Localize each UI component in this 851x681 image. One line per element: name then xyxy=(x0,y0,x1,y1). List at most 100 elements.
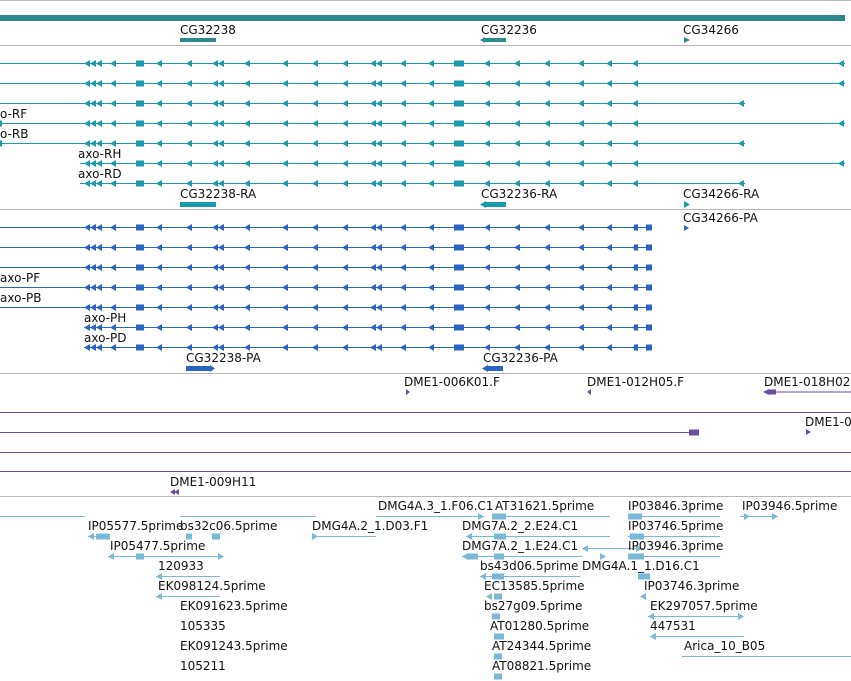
est-label[interactable]: AT31621.5prime xyxy=(495,499,594,513)
intron-arrow xyxy=(90,180,96,187)
est-label[interactable]: EK098124.5prime xyxy=(158,579,266,593)
intron-arrow xyxy=(484,264,490,271)
protein-transcript-label[interactable]: axo-PD xyxy=(84,331,126,345)
est-label[interactable]: Arica_10_B05 xyxy=(684,639,765,653)
est-label[interactable]: DMG4A.3_1.F06.C1 xyxy=(378,499,493,513)
protein-transcript-row[interactable] xyxy=(0,264,652,271)
mrna-label-cg34266-ra[interactable]: CG34266-RA xyxy=(683,187,760,201)
mrna-label-cg32238-ra[interactable]: CG32238-RA xyxy=(180,187,257,201)
est-label[interactable]: IP05477.5prime xyxy=(110,539,205,553)
protein-label-cg32236-pa[interactable]: CG32236-PA xyxy=(483,351,559,365)
intron-arrow xyxy=(156,324,162,331)
intron-arrow xyxy=(428,344,434,351)
intron-arrow xyxy=(312,304,318,311)
clone-label[interactable]: DME1-0 xyxy=(805,415,851,429)
protein-bar-cg32236-pa[interactable] xyxy=(487,366,503,371)
est-label[interactable]: bs32c06.5prime xyxy=(180,519,277,533)
protein-label-cg32238-pa[interactable]: CG32238-PA xyxy=(186,351,262,365)
mrna-transcript-label[interactable]: axo-RD xyxy=(78,167,122,181)
est-label[interactable]: IP03946.3prime xyxy=(628,539,723,553)
protein-transcript-row[interactable] xyxy=(84,344,652,351)
intron-arrow xyxy=(514,140,520,147)
mrna-transcript-label[interactable]: o-RF xyxy=(0,107,27,121)
gene-bar-cg32236[interactable] xyxy=(484,38,506,42)
intron-arrow xyxy=(244,304,250,311)
clone-arrow xyxy=(406,389,410,395)
est-label[interactable]: IP03946.5prime xyxy=(742,499,837,513)
gene-label-cg32236[interactable]: CG32236 xyxy=(481,23,537,37)
intron-arrow xyxy=(544,140,550,147)
protein-transcript-row[interactable] xyxy=(0,284,652,291)
protein-transcript-row[interactable] xyxy=(0,224,652,231)
exon-block xyxy=(454,264,464,271)
mrna-transcript-row[interactable] xyxy=(80,180,745,187)
mrna-label-cg32236-ra[interactable]: CG32236-RA xyxy=(481,187,558,201)
est-label[interactable]: DMG7A.2_1.E24.C1 xyxy=(462,539,578,553)
est-arrow xyxy=(156,593,162,600)
est-arrow xyxy=(738,613,744,620)
est-label[interactable]: EK297057.5prime xyxy=(650,599,758,613)
mrna-transcript-row[interactable] xyxy=(0,60,845,67)
est-label[interactable]: EC13585.5prime xyxy=(484,579,585,593)
protein-transcript-label[interactable]: axo-PB xyxy=(0,291,41,305)
est-label[interactable]: EK091243.5prime xyxy=(180,639,288,653)
mrna-label-cg34266-pa[interactable]: CG34266-PA xyxy=(683,211,759,225)
intron-arrow xyxy=(376,224,382,231)
gene-bar-cg32238[interactable] xyxy=(180,38,216,42)
est-label[interactable]: AT08821.5prime xyxy=(492,659,591,673)
intron-arrow xyxy=(428,140,434,147)
clone-label[interactable]: DME1-012H05.F xyxy=(587,375,684,389)
intron-arrow xyxy=(632,140,638,147)
protein-transcript-row[interactable] xyxy=(84,324,652,331)
protein-transcript-row[interactable] xyxy=(0,244,652,251)
intron-arrow xyxy=(370,304,376,311)
intron-arrow xyxy=(370,80,376,87)
gene-label-cg34266[interactable]: CG34266 xyxy=(683,23,739,37)
gene-bar-axo[interactable] xyxy=(0,15,845,21)
est-label[interactable]: AT24344.5prime xyxy=(492,639,591,653)
intron-arrow xyxy=(632,80,638,87)
est-label[interactable]: AT01280.5prime xyxy=(490,619,589,633)
protein-transcript-row[interactable] xyxy=(0,304,652,311)
mrna-transcript-label[interactable]: axo-RH xyxy=(78,147,121,161)
intron-arrow xyxy=(428,304,434,311)
est-label[interactable]: 120933 xyxy=(158,559,204,573)
mrna-transcript-row[interactable] xyxy=(0,80,845,87)
est-label[interactable]: DMG4A.2_1.D03.F1 xyxy=(312,519,428,533)
gene-label-cg32238[interactable]: CG32238 xyxy=(180,23,236,37)
est-label[interactable]: bs27g09.5prime xyxy=(484,599,582,613)
mrna-transcript-row[interactable] xyxy=(0,120,845,127)
intron-arrow xyxy=(96,224,102,231)
intron-arrow xyxy=(186,100,192,107)
intron-arrow xyxy=(514,284,520,291)
est-label[interactable]: IP03846.3prime xyxy=(628,499,723,513)
intron-arrow xyxy=(606,100,612,107)
est-label[interactable]: 105211 xyxy=(180,659,226,673)
mrna-transcript-row[interactable] xyxy=(0,140,745,147)
est-label[interactable]: IP03746.3prime xyxy=(644,579,739,593)
exon-block xyxy=(628,553,644,560)
mrna-transcript-label[interactable]: o-RB xyxy=(0,127,28,141)
mrna-bar-cg32238-ra[interactable] xyxy=(180,202,216,207)
intron-arrow xyxy=(244,224,250,231)
est-label[interactable]: IP03746.5prime xyxy=(628,519,723,533)
mrna-transcript-row[interactable] xyxy=(80,160,845,167)
clone-label[interactable]: DME1-009H11 xyxy=(170,475,256,489)
est-label[interactable]: DMG7A.2_2.E24.C1 xyxy=(462,519,578,533)
intron-arrow xyxy=(312,344,318,351)
est-label[interactable]: EK091623.5prime xyxy=(180,599,288,613)
mrna-transcript-row[interactable] xyxy=(0,100,745,107)
clone-label[interactable]: DME1-006K01.F xyxy=(404,375,500,389)
est-label[interactable]: bs43d06.5prime xyxy=(480,559,578,573)
est-label[interactable]: DMG4A.1_1.D16.C1 xyxy=(582,559,700,573)
est-label[interactable]: IP05577.5prime xyxy=(88,519,183,533)
protein-transcript-label[interactable]: axo-PF xyxy=(0,271,40,285)
mrna-bar-cg32236-ra[interactable] xyxy=(485,202,506,207)
est-label[interactable]: 105335 xyxy=(180,619,226,633)
est-label[interactable]: 447531 xyxy=(650,619,696,633)
protein-transcript-label[interactable]: axo-PH xyxy=(84,311,126,325)
gene-arrow-cg34266 xyxy=(684,37,690,43)
clone-label[interactable]: DME1-018H02 xyxy=(764,375,850,389)
end-arrow xyxy=(738,140,744,147)
protein-bar-cg32238-pa[interactable] xyxy=(186,366,210,371)
